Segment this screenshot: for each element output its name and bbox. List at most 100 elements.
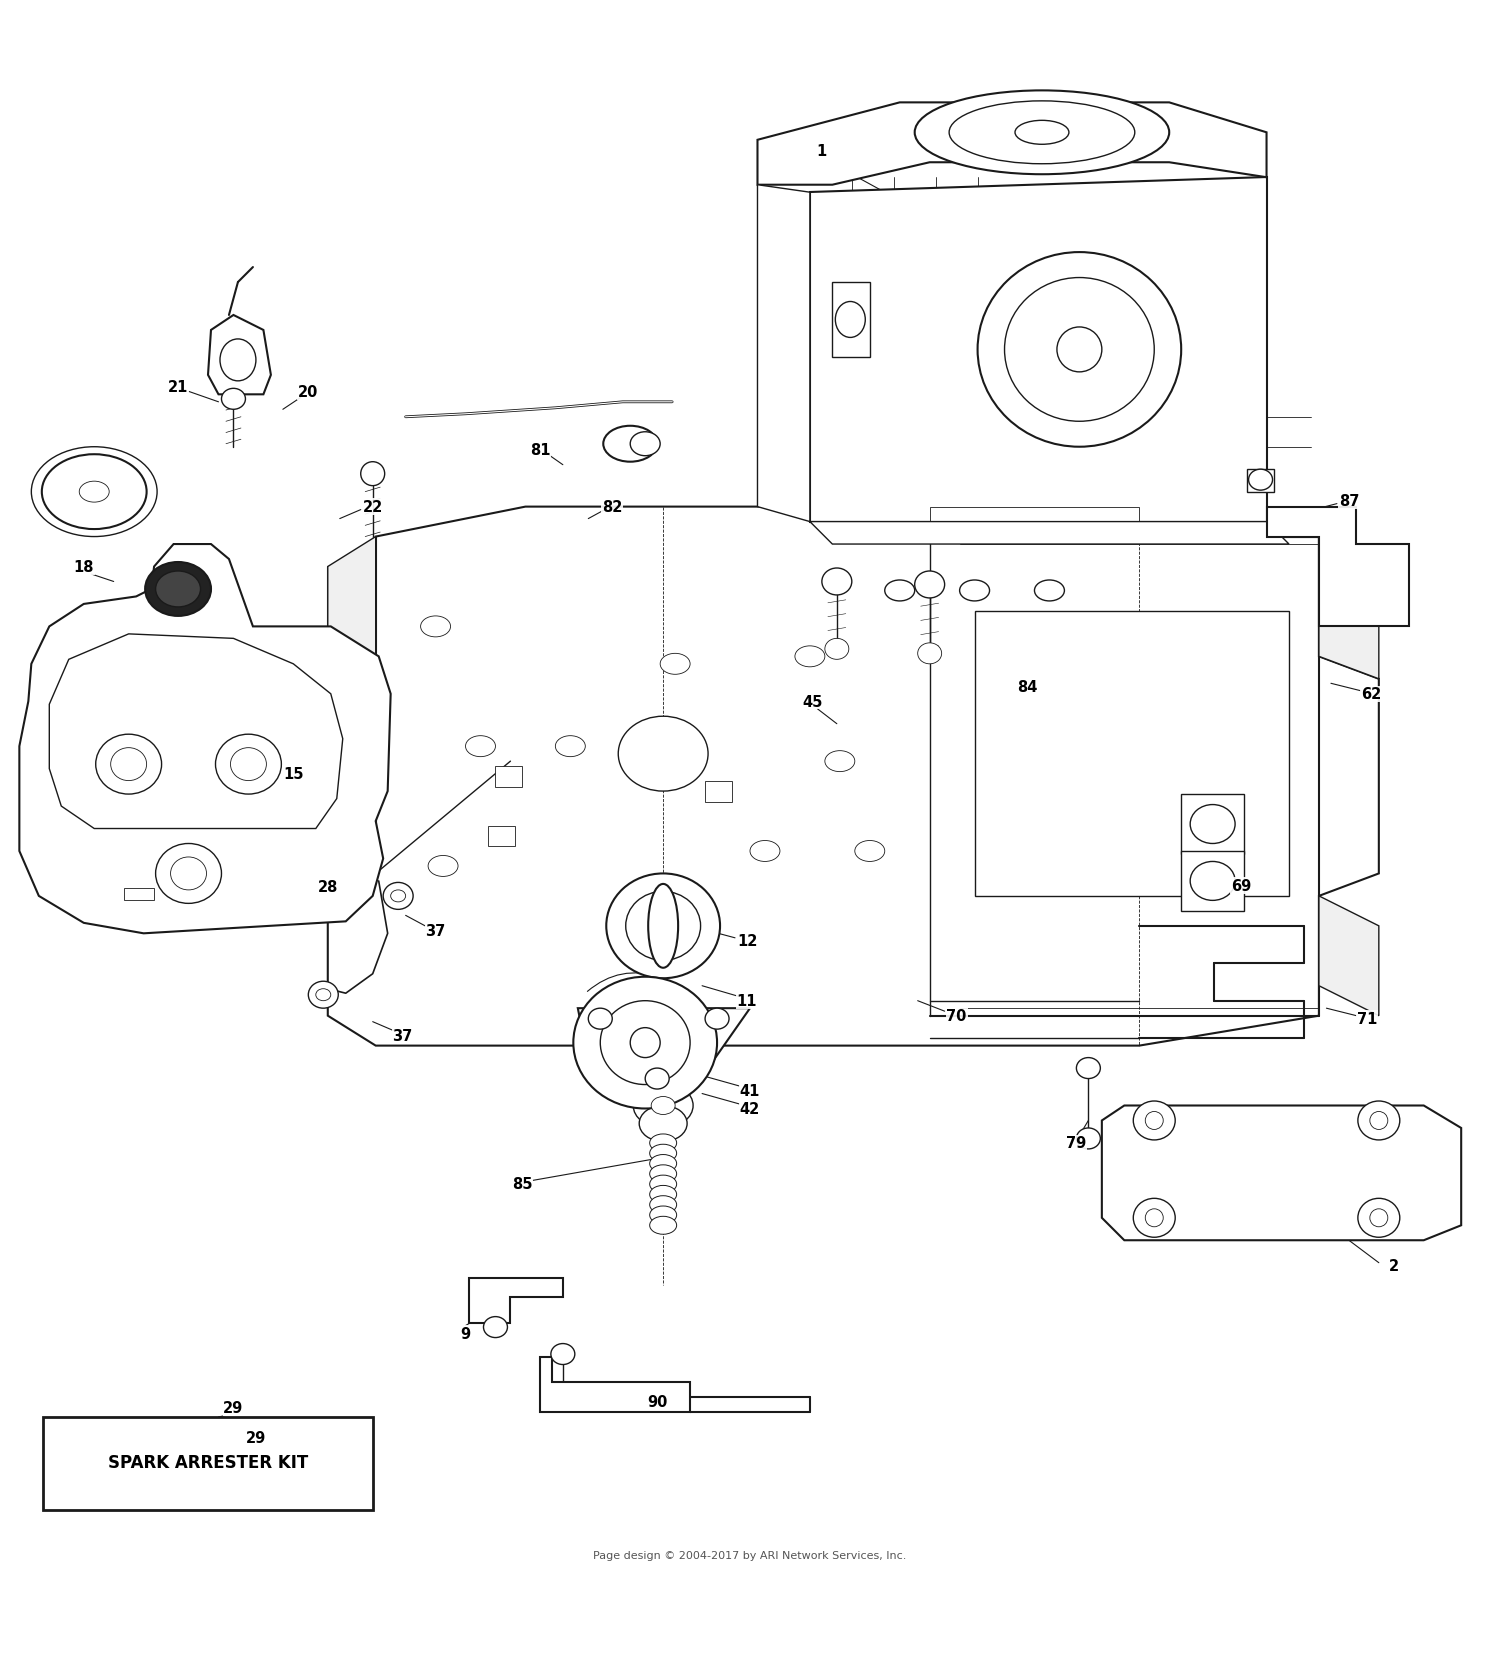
Ellipse shape [651, 1097, 675, 1114]
Text: 12: 12 [736, 934, 758, 949]
Ellipse shape [1134, 1101, 1174, 1141]
Polygon shape [578, 1009, 750, 1084]
Ellipse shape [156, 572, 201, 607]
Ellipse shape [795, 646, 825, 668]
Text: 37: 37 [393, 1027, 412, 1042]
Text: 90: 90 [646, 1395, 668, 1410]
Text: 1: 1 [816, 144, 827, 159]
Ellipse shape [650, 1134, 676, 1153]
Ellipse shape [390, 890, 405, 902]
Ellipse shape [111, 748, 147, 781]
Text: SPARK ARRESTER KIT: SPARK ARRESTER KIT [108, 1452, 308, 1471]
Ellipse shape [1016, 120, 1070, 146]
Ellipse shape [146, 562, 211, 617]
Ellipse shape [1190, 805, 1234, 843]
Bar [488, 826, 514, 847]
Ellipse shape [836, 303, 866, 338]
Text: 15: 15 [284, 766, 303, 781]
Ellipse shape [550, 1343, 574, 1365]
Polygon shape [833, 283, 870, 358]
Polygon shape [1102, 1106, 1461, 1240]
Polygon shape [540, 1357, 690, 1412]
Ellipse shape [1005, 278, 1155, 422]
Ellipse shape [1358, 1198, 1400, 1238]
Ellipse shape [650, 1144, 676, 1163]
Ellipse shape [825, 751, 855, 773]
Ellipse shape [96, 734, 162, 795]
Text: 79: 79 [1066, 1136, 1086, 1151]
Text: 69: 69 [1232, 878, 1251, 893]
Polygon shape [20, 545, 390, 934]
Ellipse shape [360, 462, 384, 487]
Ellipse shape [216, 734, 282, 795]
Ellipse shape [1077, 1128, 1101, 1149]
Ellipse shape [885, 581, 915, 602]
Bar [124, 888, 154, 900]
Ellipse shape [650, 1196, 676, 1215]
Ellipse shape [630, 433, 660, 457]
Ellipse shape [630, 1027, 660, 1057]
Text: 45: 45 [802, 694, 824, 709]
Ellipse shape [855, 842, 885, 862]
Text: 41: 41 [740, 1084, 760, 1099]
Ellipse shape [650, 1164, 676, 1183]
Ellipse shape [915, 572, 945, 599]
Ellipse shape [156, 843, 222, 903]
Ellipse shape [1370, 1113, 1388, 1129]
Ellipse shape [603, 427, 657, 462]
Polygon shape [758, 104, 1266, 186]
Text: 71: 71 [1356, 1012, 1377, 1027]
Polygon shape [1246, 470, 1274, 492]
Ellipse shape [600, 1000, 690, 1084]
Text: 85: 85 [512, 1176, 532, 1191]
Text: 87: 87 [1338, 494, 1359, 509]
Polygon shape [1318, 897, 1378, 1016]
Ellipse shape [483, 1317, 507, 1338]
Ellipse shape [633, 1084, 693, 1128]
Text: 70: 70 [946, 1009, 968, 1024]
Bar [705, 781, 732, 801]
Ellipse shape [222, 390, 246, 410]
Text: 11: 11 [736, 994, 758, 1009]
Text: 20: 20 [298, 385, 318, 400]
Bar [975, 612, 1288, 897]
Polygon shape [209, 316, 272, 395]
Ellipse shape [750, 842, 780, 862]
Ellipse shape [555, 736, 585, 758]
Text: 29: 29 [224, 1400, 243, 1415]
Bar [495, 766, 522, 786]
Text: ARI: ARI [351, 679, 1149, 1084]
Ellipse shape [316, 989, 332, 1000]
Polygon shape [328, 537, 375, 897]
Ellipse shape [606, 873, 720, 979]
Ellipse shape [650, 1176, 676, 1193]
Ellipse shape [1358, 1101, 1400, 1141]
Ellipse shape [1370, 1210, 1388, 1226]
Text: Page design © 2004-2017 by ARI Network Services, Inc.: Page design © 2004-2017 by ARI Network S… [594, 1549, 906, 1559]
Ellipse shape [420, 617, 450, 637]
Ellipse shape [978, 253, 1180, 447]
Ellipse shape [1248, 470, 1272, 490]
Ellipse shape [42, 455, 147, 530]
Ellipse shape [960, 581, 990, 602]
Ellipse shape [427, 857, 458, 877]
Ellipse shape [465, 736, 495, 758]
Ellipse shape [1134, 1198, 1174, 1238]
Ellipse shape [1077, 1057, 1101, 1079]
Ellipse shape [918, 644, 942, 664]
Ellipse shape [382, 883, 412, 910]
Polygon shape [50, 634, 344, 830]
Ellipse shape [231, 748, 267, 781]
Text: 2: 2 [1389, 1258, 1400, 1273]
Text: 82: 82 [602, 500, 622, 515]
Ellipse shape [1146, 1113, 1162, 1129]
Ellipse shape [650, 1186, 676, 1203]
Polygon shape [758, 186, 810, 522]
Ellipse shape [650, 1154, 676, 1173]
Ellipse shape [639, 1106, 687, 1141]
Ellipse shape [648, 885, 678, 969]
Ellipse shape [32, 447, 158, 537]
Text: 62: 62 [1360, 688, 1382, 703]
Ellipse shape [645, 1069, 669, 1089]
Polygon shape [1318, 537, 1378, 679]
